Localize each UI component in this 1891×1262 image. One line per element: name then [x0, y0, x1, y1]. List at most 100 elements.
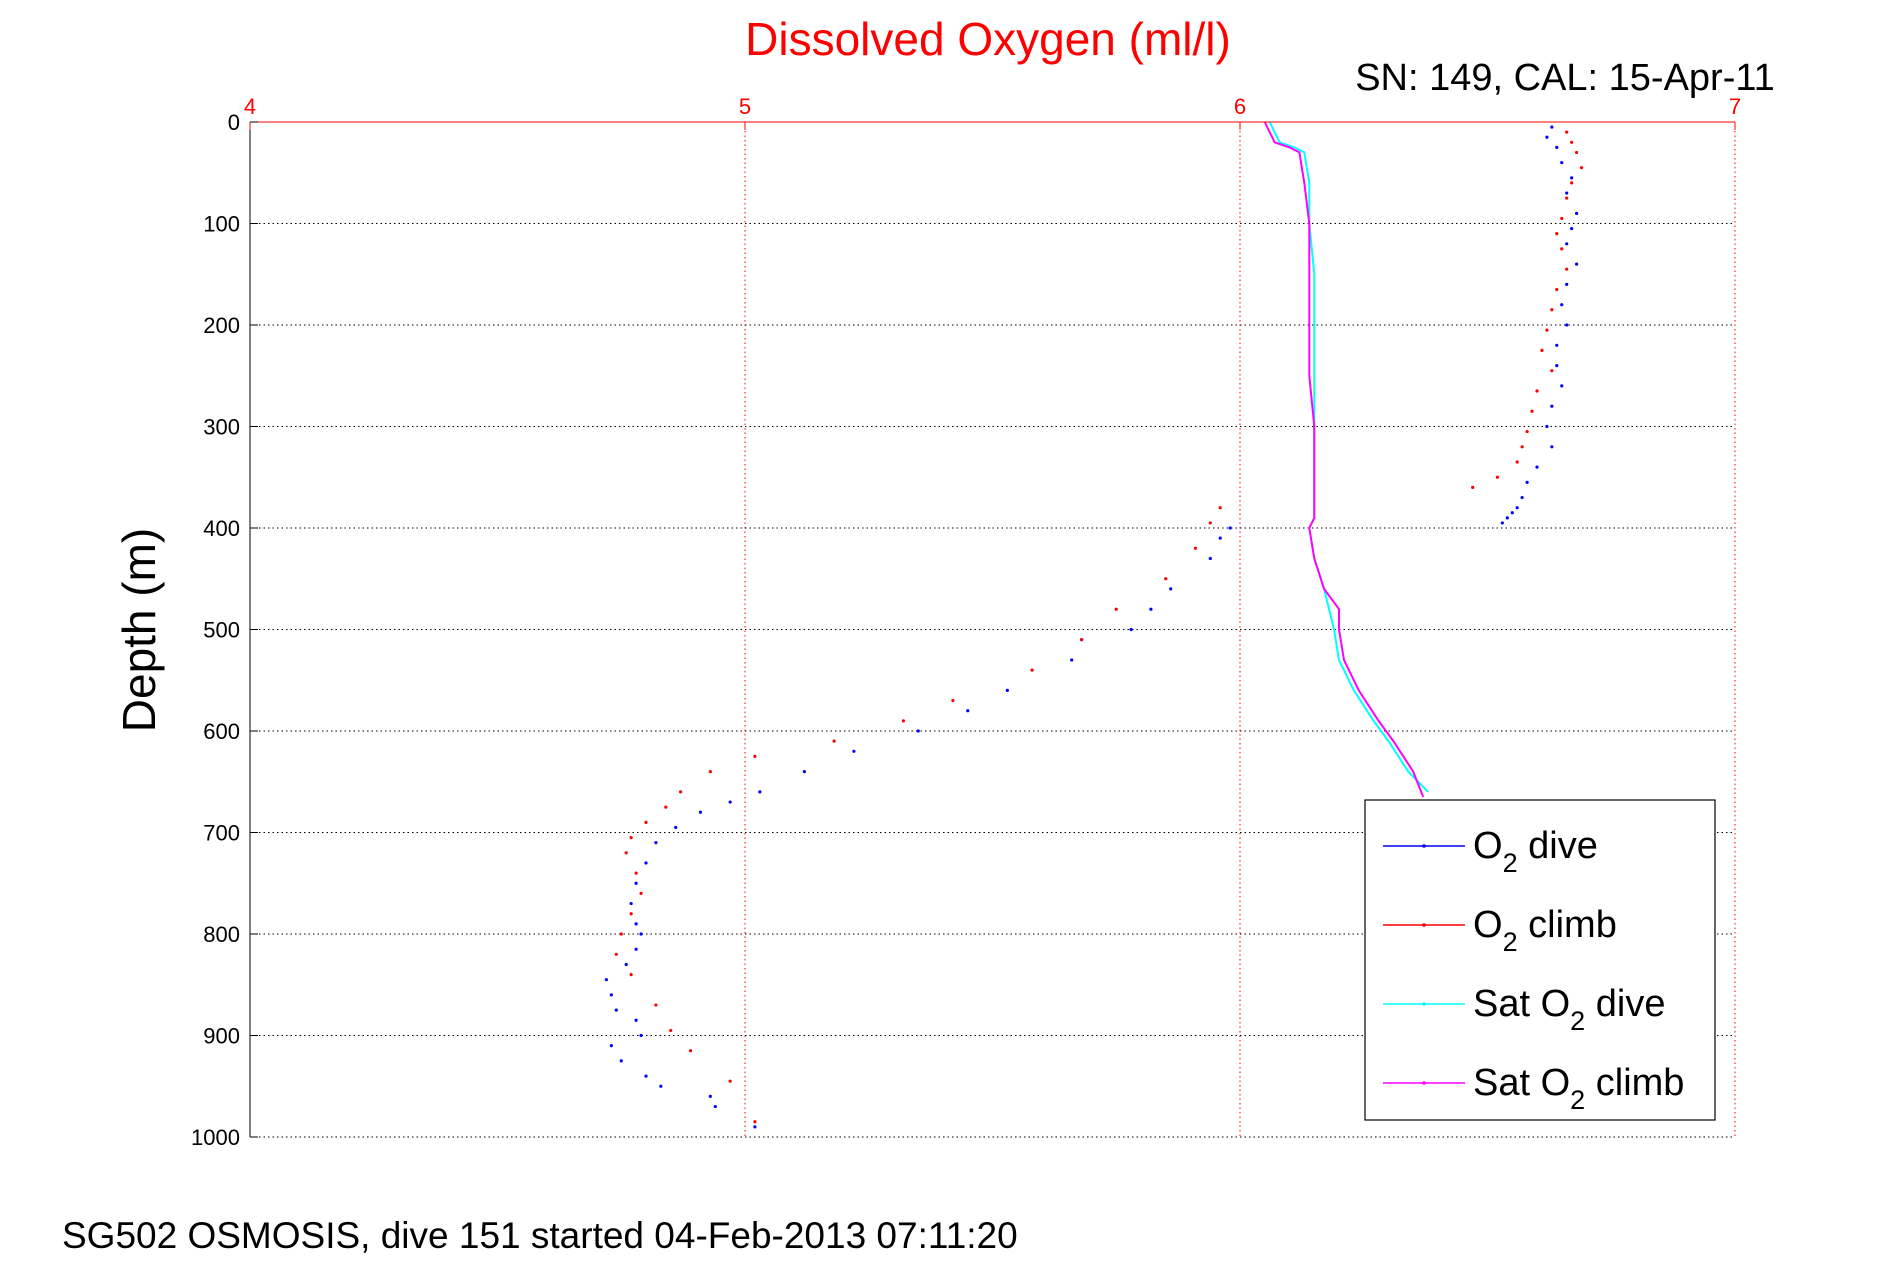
legend-label: Sat O2 climb	[1473, 1062, 1684, 1115]
series-sat-o2-dive	[1268, 121, 1429, 793]
data-point	[604, 978, 609, 982]
legend: O2 dive O2 climb Sat O2 dive Sat O2 climb	[1364, 799, 1716, 1121]
data-point	[1565, 267, 1569, 271]
data-point	[634, 881, 638, 885]
series-line	[1268, 121, 1429, 793]
data-point	[1525, 480, 1529, 484]
legend-marker	[1422, 1081, 1426, 1085]
legend-marker	[1422, 844, 1426, 848]
data-point	[1550, 445, 1554, 449]
data-point	[634, 1018, 638, 1022]
legend-entry: Sat O2 climb	[1383, 1062, 1684, 1115]
series-o2-dive	[604, 125, 1579, 1129]
data-point	[1555, 343, 1559, 347]
data-point	[1560, 303, 1564, 307]
x-tick-label: 7	[1729, 94, 1741, 119]
data-point	[802, 770, 807, 774]
data-point	[624, 851, 628, 855]
data-point	[758, 790, 762, 794]
data-point	[728, 800, 732, 804]
data-point	[753, 754, 757, 758]
data-point	[614, 952, 618, 956]
grid	[250, 122, 1736, 1138]
data-point	[1164, 577, 1168, 581]
y-tick-label: 600	[203, 719, 240, 744]
chart-subtitle: SN: 149, CAL: 15-Apr-11	[1355, 57, 1775, 99]
legend-marker	[1422, 923, 1426, 927]
data-point	[1129, 627, 1133, 632]
data-point	[1565, 196, 1569, 200]
data-point	[1555, 287, 1559, 292]
data-point	[639, 891, 643, 896]
legend-marker	[1422, 1002, 1426, 1006]
data-point	[1550, 404, 1554, 408]
x-tick-label: 5	[739, 94, 751, 119]
data-point	[713, 1104, 717, 1109]
data-point	[634, 922, 638, 926]
data-point	[644, 1074, 648, 1078]
data-point	[708, 770, 712, 774]
data-point	[1565, 242, 1569, 246]
data-point	[664, 805, 668, 809]
y-tick-label: 400	[203, 516, 240, 541]
data-point	[1169, 587, 1173, 591]
data-point	[901, 719, 906, 723]
data-point	[1550, 125, 1554, 129]
data-point	[624, 962, 628, 967]
data-point	[1575, 150, 1579, 155]
data-point	[1228, 526, 1232, 530]
data-point	[1575, 262, 1579, 266]
y-tick-label: 1000	[191, 1125, 240, 1150]
data-point	[1555, 232, 1559, 236]
data-point	[1570, 176, 1574, 180]
data-point	[1218, 506, 1222, 510]
data-point	[1520, 445, 1524, 449]
data-point	[1525, 429, 1529, 434]
y-tick-label: 800	[203, 922, 240, 947]
y-tick-label: 900	[203, 1024, 240, 1049]
data-point	[1565, 130, 1569, 134]
y-tick-label: 700	[203, 821, 240, 846]
data-point	[1570, 140, 1574, 144]
data-point	[1555, 364, 1559, 368]
data-point	[1540, 348, 1544, 352]
data-point	[1565, 282, 1569, 286]
y-tick-label: 0	[228, 110, 240, 135]
data-point	[966, 709, 970, 713]
data-point	[1535, 389, 1539, 393]
data-point	[1565, 323, 1569, 327]
data-point	[1579, 166, 1584, 170]
data-point	[1545, 328, 1549, 332]
plot-area	[604, 121, 1584, 1129]
x-tick-label: 6	[1234, 94, 1246, 119]
data-point	[1070, 658, 1074, 662]
legend-box	[1364, 799, 1716, 1121]
legend-label: O2 dive	[1473, 825, 1598, 878]
data-point	[728, 1079, 732, 1083]
data-point	[1505, 516, 1509, 520]
data-point	[639, 932, 643, 936]
data-point	[614, 1008, 618, 1012]
data-point	[1520, 495, 1524, 500]
data-point	[1193, 546, 1198, 550]
data-point	[753, 1120, 757, 1124]
data-point	[1560, 161, 1564, 165]
legend-entry: O2 climb	[1383, 904, 1617, 957]
data-point	[916, 729, 920, 733]
data-point	[1510, 511, 1514, 515]
data-point	[1530, 409, 1534, 413]
data-point	[634, 947, 638, 951]
data-point	[679, 790, 683, 794]
y-tick-label: 500	[203, 618, 240, 643]
y-tick-label: 300	[203, 415, 240, 440]
series-sat-o2-climb	[1263, 121, 1425, 798]
data-point	[674, 825, 678, 830]
data-point	[669, 1028, 673, 1033]
data-point	[1218, 536, 1222, 540]
data-point	[1570, 181, 1574, 185]
legend-label: Sat O2 dive	[1473, 983, 1665, 1036]
legend-entry: O2 dive	[1383, 825, 1598, 878]
y-tick-label: 100	[203, 212, 240, 237]
data-point	[619, 932, 623, 936]
